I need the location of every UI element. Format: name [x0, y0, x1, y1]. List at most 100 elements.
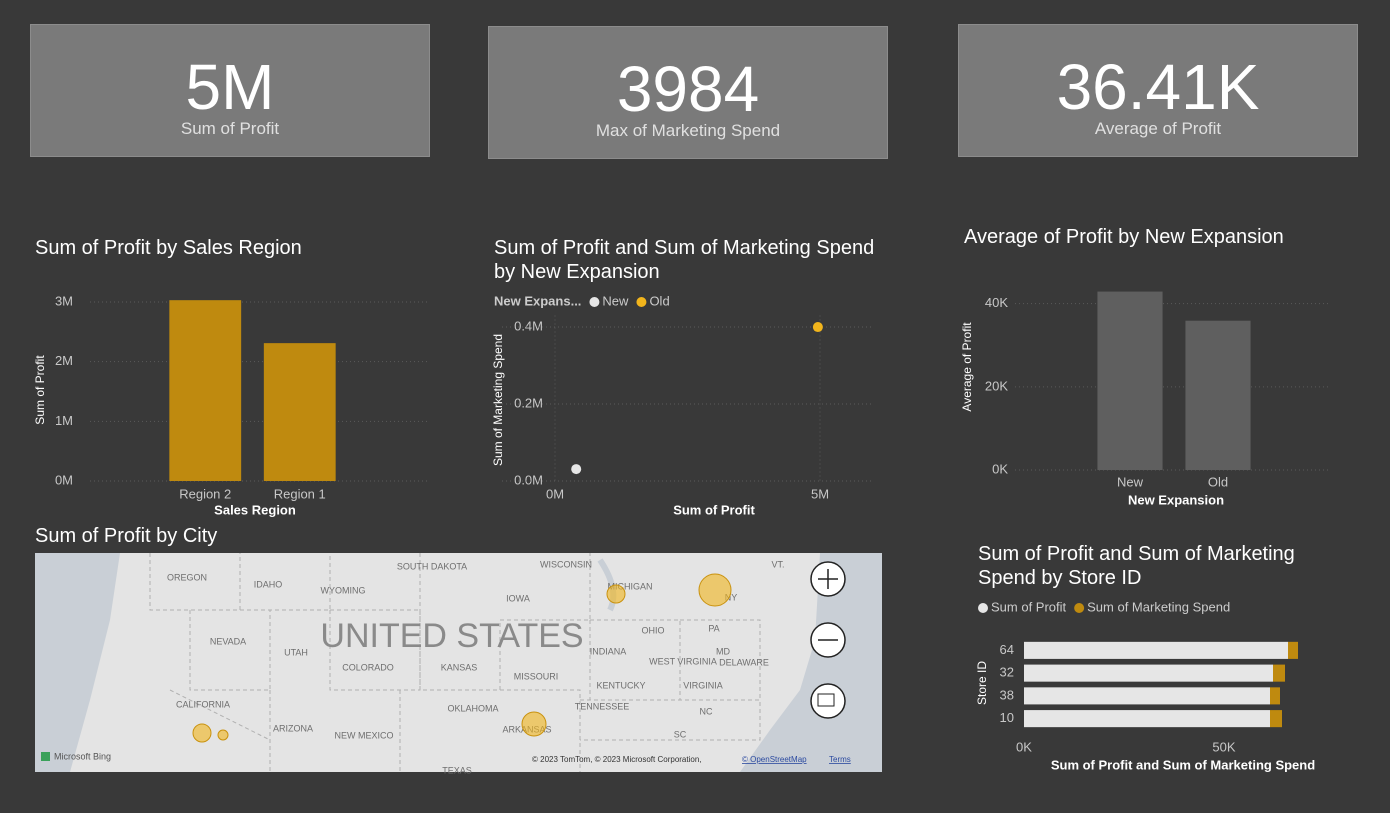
city-bubble [698, 573, 732, 607]
map-label: KANSAS [441, 662, 478, 672]
map-link[interactable]: Terms [829, 755, 851, 764]
map-label: TENNESSEE [575, 701, 630, 711]
map-label: OREGON [167, 572, 207, 582]
map-link[interactable]: © OpenStreetMap [742, 755, 807, 764]
map-label: MISSOURI [514, 671, 559, 681]
y-tick-label: 0M [55, 472, 73, 487]
map-label: IOWA [506, 593, 530, 603]
legend-swatch [978, 603, 988, 613]
legend-title: New Expans... [494, 293, 581, 308]
map-logo: Microsoft Bing [54, 751, 111, 761]
x-axis-title: Sum of Profit and Sum of Marketing Spend [1051, 757, 1315, 772]
map-controls [810, 561, 846, 719]
kpi-value: 5M [185, 51, 275, 123]
kpi-value: 3984 [616, 53, 760, 125]
y-tick-label: 40K [985, 295, 1008, 310]
kpi-card: 5M Sum of Profit [30, 24, 430, 157]
bar [1185, 320, 1251, 470]
map-background [35, 553, 882, 772]
kpi-label: Average of Profit [1094, 119, 1222, 138]
kpi-value: 36.41K [1056, 51, 1260, 123]
y-tick-label: 0.2M [514, 395, 543, 410]
city-bubble [521, 711, 547, 737]
ocean [35, 553, 120, 772]
map-label: INDIANA [590, 646, 627, 656]
bing-logo [41, 752, 50, 761]
bar-segment [1273, 664, 1285, 682]
map-label: NEVADA [210, 636, 246, 646]
chart-title: Sum of Profit by City [35, 525, 218, 547]
map-label: DELAWARE [719, 657, 769, 667]
map-label: MD [716, 646, 730, 656]
kpi-label: Max of Marketing Spend [595, 121, 781, 140]
map-label: WEST VIRGINIA [649, 656, 717, 666]
x-axis-title: New Expansion [1128, 492, 1224, 507]
bar-segment [1024, 710, 1270, 728]
bar-segment [1024, 641, 1288, 659]
y-tick-label: 0.0M [514, 472, 543, 487]
chart-title: Sum of Profit and Sum of Marketing Spend… [494, 237, 875, 283]
map-label: MICHIGAN [608, 581, 653, 591]
bar-segment [1288, 641, 1298, 659]
map: OREGON IDAHO WYOMING SOUTH DAKOTA WISCON… [35, 553, 882, 775]
map-label: WYOMING [321, 585, 366, 595]
select-icon [817, 693, 835, 707]
x-axis-title: Sum of Profit [673, 502, 755, 517]
map-label: IDAHO [254, 579, 283, 589]
x-tick-label: 0M [546, 486, 564, 501]
bar [169, 300, 242, 481]
x-axis-title: Sales Region [214, 502, 296, 517]
legend-swatch [636, 297, 647, 307]
legend-label: New [602, 293, 629, 308]
map-label: VT. [771, 559, 784, 569]
x-tick-label: Region 1 [274, 486, 326, 501]
map-label: SC [674, 729, 687, 739]
y-tick-label: 0.4M [514, 318, 543, 333]
kpi-card: 36.41K Average of Profit [958, 24, 1358, 157]
map-label: OKLAHOMA [447, 703, 498, 713]
y-axis-title: Store ID [975, 661, 989, 705]
y-tick-label: 20K [985, 378, 1008, 393]
y-tick-label: 2M [55, 353, 73, 368]
map-label: NEW MEXICO [334, 730, 393, 740]
y-tick-label: 32 [1000, 665, 1014, 680]
bar-segment [1024, 687, 1270, 705]
city-bubble [217, 729, 229, 741]
x-tick-label: New [1117, 474, 1144, 489]
ocean [740, 553, 882, 772]
map-label: NY [725, 592, 738, 602]
map-label: TEXAS [442, 765, 472, 775]
x-tick-label: Region 2 [179, 486, 231, 501]
legend-swatch [589, 297, 600, 307]
map-label: KENTUCKY [596, 680, 645, 690]
y-tick-label: 3M [55, 293, 73, 308]
map-label: VIRGINIA [683, 680, 723, 690]
map-label: COLORADO [342, 662, 394, 672]
legend-label: Old [649, 293, 669, 308]
x-tick-label: Old [1208, 474, 1228, 489]
map-label: SOUTH DAKOTA [397, 561, 467, 571]
bar-segment [1270, 687, 1280, 705]
x-tick-label: 0K [1016, 739, 1032, 754]
zoom-in-icon [818, 569, 838, 589]
city-bubbles [192, 573, 732, 743]
scatter-point [571, 464, 582, 475]
city-bubble [606, 584, 626, 604]
bar-segment [1024, 664, 1273, 682]
map-label: OHIO [641, 625, 664, 635]
y-axis-title: Sum of Marketing Spend [491, 334, 505, 466]
map-attribution: © 2023 TomTom, © 2023 Microsoft Corporat… [532, 755, 702, 764]
map-label: PA [708, 623, 719, 633]
select-button[interactable] [810, 683, 846, 719]
chart-title: Sum of Profit by Sales Region [35, 237, 302, 259]
y-tick-label: 10 [1000, 710, 1014, 725]
state-borders [149, 553, 761, 772]
map-label: NC [700, 706, 713, 716]
kpi-label: Sum of Profit [180, 119, 280, 138]
kpi-card: 3984 Max of Marketing Spend [488, 26, 888, 159]
map-label: UTAH [284, 647, 308, 657]
y-axis-title: Sum of Profit [33, 355, 47, 425]
bar [1097, 291, 1163, 470]
